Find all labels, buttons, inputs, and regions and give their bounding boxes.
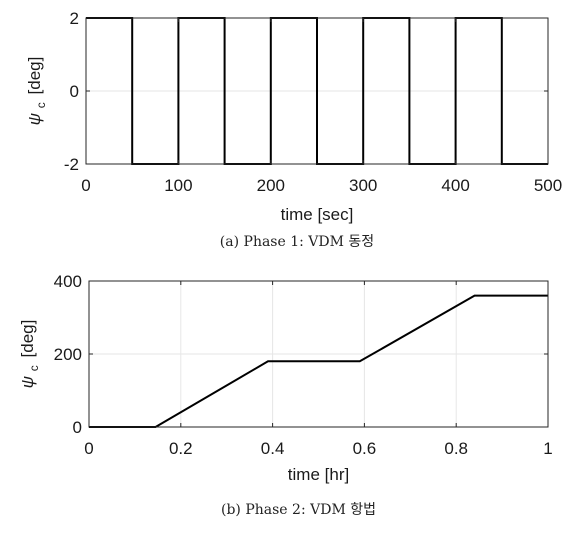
x-tick-label: 500	[534, 176, 562, 195]
y-axis-symbol-phase-2: ψ	[18, 376, 37, 388]
x-tick-label: 0	[84, 439, 93, 458]
y-tick-labels-phase-1: -2 0 2	[64, 9, 79, 174]
x-tick-label: 400	[441, 176, 469, 195]
x-tick-label: 1	[543, 439, 552, 458]
y-tick-label: 400	[54, 272, 82, 291]
x-tick-label: 200	[257, 176, 285, 195]
x-tick-labels-phase-1: 0 100 200 300 400 500	[81, 176, 562, 195]
caption-phase-2: (b) Phase 2: VDM 항법	[221, 502, 376, 518]
caption-phase-1: (a) Phase 1: VDM 동정	[220, 234, 374, 250]
x-tick-label: 0	[81, 176, 90, 195]
y-tick-label: 0	[70, 82, 79, 101]
x-tick-label: 100	[164, 176, 192, 195]
y-axis-symbol-phase-1: ψ	[25, 113, 44, 125]
series-line-phase-2	[89, 294, 548, 428]
y-tick-labels-phase-2: 0 200 400	[54, 272, 82, 437]
x-axis-label-phase-1: time [sec]	[281, 205, 354, 224]
y-tick-label: 2	[70, 9, 79, 28]
y-axis-unit-phase-1: [deg]	[25, 57, 44, 95]
y-axis-unit-phase-2: [deg]	[18, 320, 37, 358]
y-axis-label-phase-2: ψ c [deg]	[18, 320, 42, 389]
tick-marks-phase-1	[85, 17, 549, 165]
y-axis-label-phase-1: ψ c [deg]	[25, 57, 49, 126]
y-tick-label: -2	[64, 155, 79, 174]
y-axis-subscript-phase-2: c	[27, 365, 41, 371]
y-tick-label: 0	[73, 418, 82, 437]
x-tick-label: 0.8	[444, 439, 468, 458]
series-line-phase-1	[86, 17, 548, 165]
x-tick-label: 0.4	[261, 439, 285, 458]
x-tick-label: 300	[349, 176, 377, 195]
x-axis-label-phase-2: time [hr]	[288, 465, 349, 484]
x-tick-label: 0.2	[169, 439, 193, 458]
x-tick-label: 0.6	[353, 439, 377, 458]
grid-phase-2	[88, 280, 549, 428]
x-tick-labels-phase-2: 0 0.2 0.4 0.6 0.8 1	[84, 439, 552, 458]
chart-phase-1: 0 100 200 300 400 500 -202 time [sec] ψ c [de…	[25, 9, 562, 250]
y-tick-label: 200	[54, 345, 82, 364]
chart-phase-2: 0 0.2 0.4 0.6 0.8 1 0 200 400 time [hr] ψ c [de…	[18, 272, 553, 518]
y-axis-subscript-phase-1: c	[34, 102, 48, 108]
tick-marks-phase-2	[88, 280, 549, 428]
